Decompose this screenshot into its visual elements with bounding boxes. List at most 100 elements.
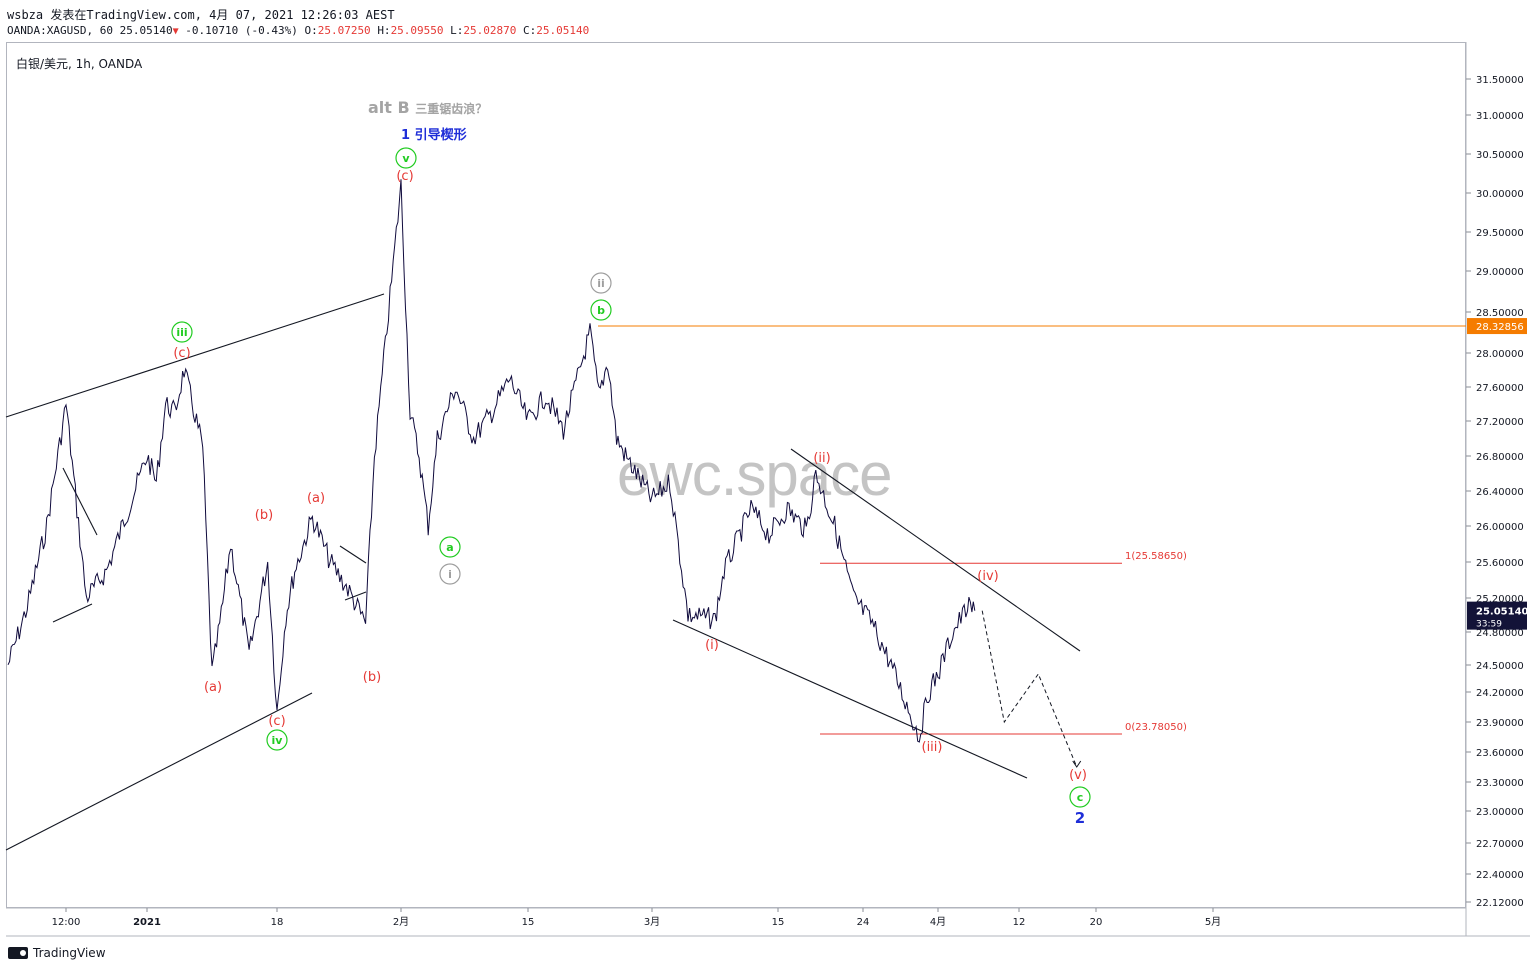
fib-level-label: 0(23.78050) (1125, 722, 1187, 733)
y-tick-label: 27.20000 (1476, 417, 1524, 428)
fib-level-label: 1(25.58650) (1125, 551, 1187, 562)
wave-label-circle (590, 272, 612, 294)
horizontal-level-tag (1467, 318, 1527, 335)
wave-label-red: (b) (255, 508, 273, 523)
close-label: C: (523, 24, 537, 37)
x-tick-label: 12:00 (52, 917, 81, 928)
y-tick-label: 28.00000 (1476, 349, 1524, 360)
y-tick-label: 29.50000 (1476, 228, 1524, 239)
wave-label-red: (b) (363, 670, 381, 685)
y-tick-label: 26.80000 (1476, 452, 1524, 463)
wave-label-red: (a) (204, 680, 222, 695)
publish-info: wsbza 发表在TradingView.com, 4月 07, 2021 12… (7, 8, 395, 22)
y-tick-label: 25.20000 (1476, 594, 1524, 605)
wave-label-red: (c) (396, 169, 413, 184)
trend-line[interactable] (344, 591, 367, 601)
x-tick-label: 15 (772, 917, 785, 928)
x-tick-label: 4月 (930, 916, 946, 928)
alt-b-annotation: alt B 三重锯齿浪？ (368, 98, 487, 117)
x-tick-label: 2月 (393, 916, 409, 928)
high-value: 25.09550 (390, 24, 444, 37)
wave-label-circle (171, 321, 193, 343)
wave-label-blue: 2 (1075, 809, 1085, 827)
price-change: -0.10710 (-0.43%) (185, 24, 298, 37)
horizontal-level-value: 28.32856 (1476, 322, 1524, 333)
wave-label-green: b (597, 304, 605, 317)
y-tick-label: 26.40000 (1476, 487, 1524, 498)
wave-label-green: a (446, 541, 453, 554)
close-value: 25.05140 (536, 24, 590, 37)
y-tick-label: 30.00000 (1476, 189, 1524, 200)
y-tick-label: 24.80000 (1476, 628, 1524, 639)
wave-label-red: (i) (705, 638, 719, 653)
trend-line[interactable] (5, 293, 385, 418)
current-price-value: 25.05140 (1476, 607, 1529, 618)
x-tick-label: 2021 (133, 917, 161, 928)
leading-wedge-annotation: 1 引导楔形 (401, 128, 467, 143)
y-tick-label: 22.40000 (1476, 870, 1524, 881)
y-tick-label: 26.00000 (1476, 522, 1524, 533)
x-tick-label: 18 (271, 917, 284, 928)
y-tick-label: 29.00000 (1476, 267, 1524, 278)
y-tick-label: 31.00000 (1476, 111, 1524, 122)
y-tick-label: 28.50000 (1476, 308, 1524, 319)
trend-line[interactable] (52, 603, 93, 623)
wave-label-green: v (402, 152, 410, 165)
x-tick-label: 12 (1013, 917, 1026, 928)
price-series-line[interactable] (7, 179, 976, 743)
y-tick-label: 30.50000 (1476, 150, 1524, 161)
brand-text: TradingView (33, 946, 106, 960)
trend-line[interactable] (339, 545, 367, 564)
footer-brand[interactable]: TradingView (8, 946, 106, 960)
wave-label-red: (iv) (977, 569, 998, 584)
wave-label-red: (iii) (922, 740, 943, 755)
wave-label-circle (439, 563, 461, 585)
y-tick-label: 25.60000 (1476, 558, 1524, 569)
y-tick-label: 22.12000 (1476, 898, 1524, 909)
x-tick-label: 24 (857, 917, 870, 928)
projection-arrowhead (1072, 760, 1082, 768)
wave-label-green: c (1077, 791, 1084, 804)
y-tick-label: 23.30000 (1476, 778, 1524, 789)
open-value: 25.07250 (317, 24, 371, 37)
y-tick-label: 22.70000 (1476, 839, 1524, 850)
alt-b-text: alt B (368, 98, 410, 117)
low-label: L: (450, 24, 464, 37)
high-label: H: (377, 24, 391, 37)
symbol-label: 白银/美元, 1h, OANDA (16, 57, 143, 71)
trend-line[interactable] (672, 619, 1028, 779)
wave-label-circle (395, 147, 417, 169)
alt-b-suffix: 三重锯齿浪？ (415, 102, 488, 116)
trend-line[interactable] (62, 467, 98, 536)
symbol-interval[interactable]: OANDA:XAGUSD, 60 (7, 24, 113, 37)
wave-label-green: iv (272, 734, 284, 747)
low-value: 25.02870 (463, 24, 517, 37)
wave-label-gray: ii (597, 277, 605, 290)
y-tick-label: 23.00000 (1476, 807, 1524, 818)
y-tick-label: 24.20000 (1476, 688, 1524, 699)
wave-label-green: iii (176, 326, 187, 339)
projection-path[interactable] (981, 610, 1078, 768)
wave-label-red: (v) (1069, 768, 1087, 783)
wave-label-circle (590, 299, 612, 321)
y-tick-label: 23.90000 (1476, 718, 1524, 729)
wave-label-red: (c) (268, 714, 285, 729)
trend-line[interactable] (790, 448, 1081, 652)
x-tick-label: 3月 (644, 916, 660, 928)
open-label: O: (304, 24, 318, 37)
last-price: 25.05140 (119, 24, 173, 37)
wave-label-circle (439, 536, 461, 558)
wave-label-red: (c) (173, 346, 190, 361)
y-tick-label: 31.50000 (1476, 75, 1524, 86)
bar-countdown: 33:59 (1476, 620, 1502, 630)
watermark: ewc.space (617, 441, 892, 508)
x-tick-label: 5月 (1205, 916, 1221, 928)
wave-label-red: (ii) (813, 451, 830, 466)
trend-line[interactable] (5, 692, 313, 851)
down-arrow-icon: ▼ (172, 26, 179, 37)
x-tick-label: 20 (1090, 917, 1103, 928)
ohlc-bar: OANDA:XAGUSD, 60 25.05140▼ -0.10710 (-0.… (7, 24, 589, 37)
x-tick-label: 15 (522, 917, 535, 928)
tradingview-logo-icon (8, 947, 28, 959)
